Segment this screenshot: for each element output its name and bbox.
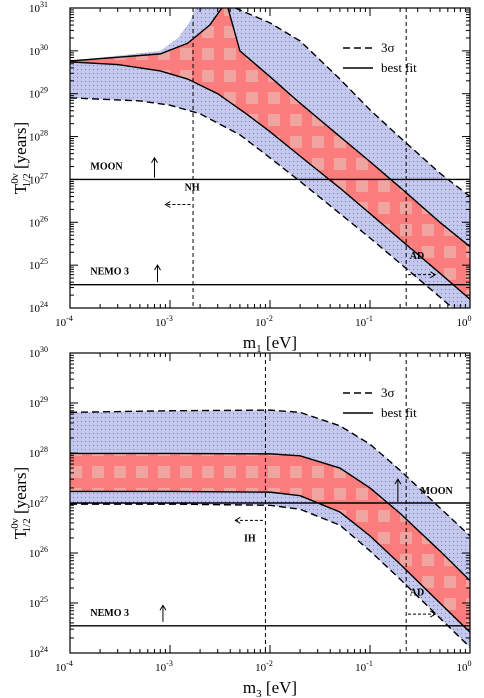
x-axis-label: m3 [eV] (243, 678, 297, 698)
y-axis-label: T0ν1/2 [years] (9, 467, 33, 539)
curve-bestfit (70, 490, 470, 633)
arrowhead (234, 516, 241, 524)
annotation-label: IH (244, 533, 256, 544)
y-tick-label: 1024 (29, 645, 48, 660)
curve-bestfit (227, 8, 470, 248)
arrowhead (430, 271, 437, 279)
arrowhead (154, 264, 161, 271)
y-tick-label: 1031 (29, 0, 48, 15)
arrowhead (159, 604, 167, 611)
y-tick-label: 1025 (29, 595, 48, 610)
y-tick-label: 1028 (29, 129, 48, 144)
annotation-label: AD (410, 588, 424, 599)
annotation-label: AD (410, 251, 424, 262)
curve-3sigma (70, 97, 454, 308)
x-tick-label: 10-3 (155, 659, 173, 674)
top-chart: MOON NEMO 3 NH AD 10-4 10-3 10-2 10-1 100 1024 102… (9, 0, 472, 355)
plot-area (70, 8, 470, 308)
x-tick-label: 10-4 (55, 659, 73, 674)
y-tick-label: 1025 (29, 257, 48, 272)
x-tick-label: 10-1 (355, 659, 373, 674)
curve-bestfit (70, 61, 470, 300)
y-tick-label: 1028 (29, 445, 48, 460)
y-tick-label: 1027 (29, 171, 48, 186)
arrowhead (394, 478, 402, 485)
y-axis-label: T0ν1/2 [years] (9, 122, 33, 194)
annotation-label: NEMO 3 (90, 267, 129, 278)
x-tick-label: 10-4 (55, 314, 73, 329)
x-tick-label: 100 (457, 659, 472, 674)
curve-3sigma (235, 8, 470, 198)
x-tick-label: 10-3 (155, 314, 173, 329)
arrowhead (164, 201, 171, 208)
y-tick-label: 1026 (29, 545, 48, 560)
bottom-chart: MOON NEMO 3 IH AD 10-4 10-3 10-2 10-1 100 1024 102… (9, 345, 472, 698)
legend-label: 3σ (381, 40, 395, 55)
y-tick-label: 1024 (29, 300, 48, 315)
legend-label: best fit (381, 405, 417, 420)
legend-label: 3σ (381, 385, 395, 400)
annotation-label: NEMO 3 (90, 608, 129, 619)
annotation-label: NH (185, 183, 200, 194)
arrowhead (430, 610, 437, 618)
y-tick-label: 1027 (29, 495, 48, 510)
x-tick-label: 10-2 (255, 314, 273, 329)
annotation-label: MOON (90, 162, 123, 173)
x-tick-label: 10-2 (255, 659, 273, 674)
curve-3sigma (70, 503, 470, 648)
arrowhead (151, 156, 158, 164)
curve-bestfit (70, 452, 470, 582)
y-tick-label: 1026 (29, 214, 48, 229)
band-pattern (70, 453, 470, 633)
curve-3sigma (70, 409, 470, 537)
y-tick-label: 1030 (29, 43, 48, 58)
y-tick-label: 1029 (29, 86, 48, 101)
legend-label: best fit (381, 60, 417, 75)
y-tick-label: 1029 (29, 395, 48, 410)
y-tick-label: 1030 (29, 345, 48, 360)
annotation-label: MOON (421, 486, 454, 497)
curve-bestfit (70, 8, 223, 62)
x-axis-label: m1 [eV] (243, 333, 297, 355)
x-tick-label: 10-1 (355, 314, 373, 329)
band-pattern (70, 8, 470, 308)
x-tick-label: 100 (457, 314, 472, 329)
plot-area (70, 353, 470, 653)
